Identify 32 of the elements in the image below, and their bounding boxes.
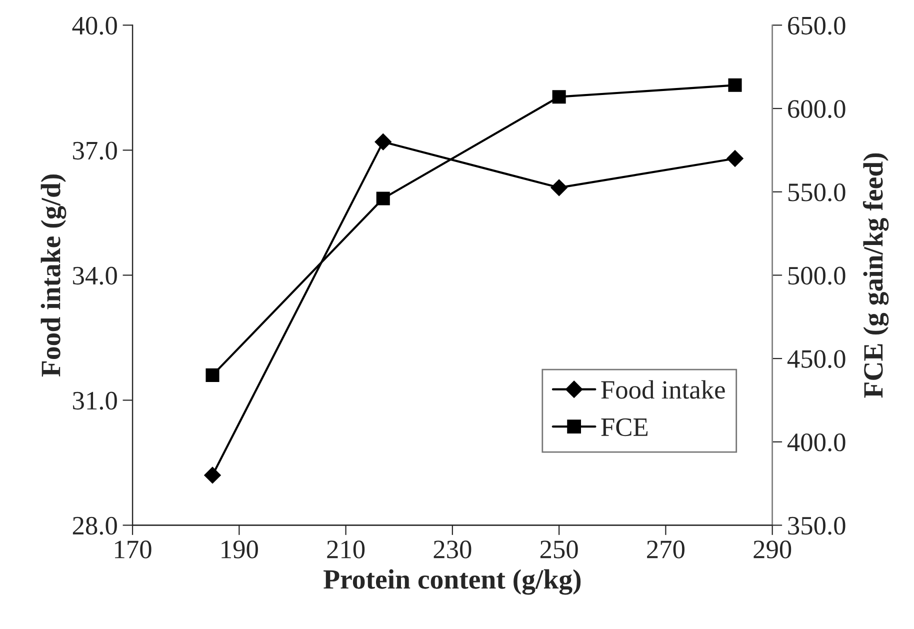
y2-tick-label: 550.0: [788, 183, 846, 202]
y2-tick-label: 500.0: [788, 266, 846, 285]
y2-tick-label: 600.0: [788, 100, 846, 118]
point: [204, 466, 221, 484]
point: [726, 150, 744, 167]
y-tick-label: 31.0: [73, 392, 117, 410]
y-tick-label: 40.0: [72, 16, 117, 35]
y2-tick-label: 400.0: [787, 433, 846, 452]
x-tick-label: 230: [434, 540, 472, 558]
legend-label: FCE: [601, 418, 648, 436]
x-tick-label: 190: [222, 540, 258, 558]
point: [552, 90, 566, 104]
point: [376, 192, 390, 206]
y2-tick-label: 650.0: [788, 16, 846, 35]
y2-axis-title: FCE (g gain/kg feed): [862, 153, 889, 398]
y-tick-label: 37.0: [73, 142, 117, 160]
legend-label: Food intake: [601, 380, 725, 399]
y-tick-label: 28.0: [72, 516, 117, 535]
x-tick-label: 170: [115, 540, 152, 558]
point: [550, 179, 568, 196]
point: [206, 368, 220, 382]
x-tick-label: 290: [754, 540, 792, 558]
y-axis-title: Food intake (g/d): [40, 174, 66, 377]
y-tick-label: 34.0: [73, 266, 117, 285]
x-tick-label: 250: [540, 540, 578, 558]
y2-tick-label: 350.0: [788, 516, 846, 535]
point: [374, 133, 392, 150]
y2-tick-label: 450.0: [787, 350, 846, 368]
x-axis-title: Protein content (g/kg): [324, 569, 581, 595]
x-tick-label: 210: [327, 540, 365, 558]
point: [728, 78, 742, 92]
x-tick-label: 270: [647, 540, 684, 558]
